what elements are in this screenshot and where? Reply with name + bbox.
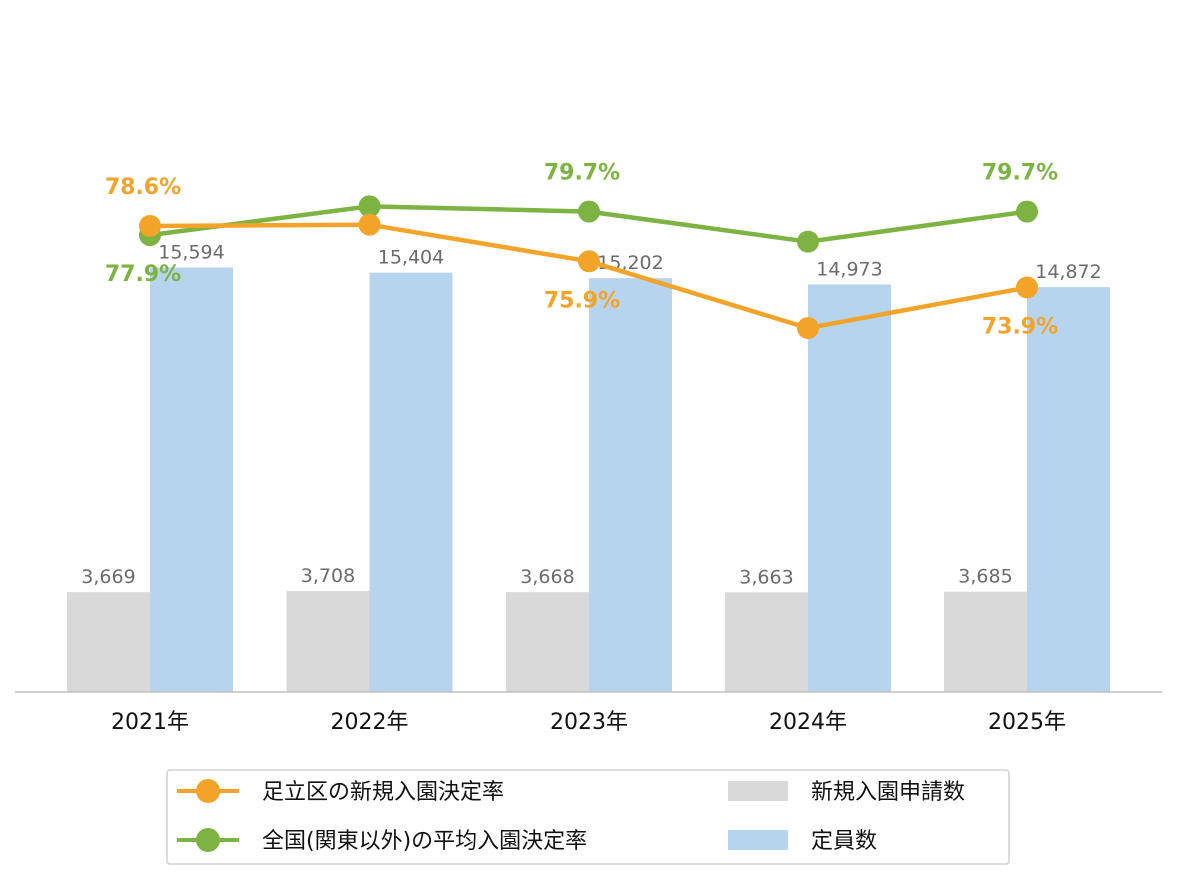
bar-label-applications-2022-: 3,708 — [301, 565, 355, 587]
lines-layer — [139, 195, 1038, 340]
bar-label-capacity-2025-: 14,872 — [1035, 261, 1101, 283]
legend-marker-national-rate — [196, 828, 220, 852]
category-label-2023-: 2023年 — [550, 710, 628, 735]
bar-applications-2021- — [67, 592, 150, 692]
legend-marker-adachi-rate — [196, 779, 220, 803]
point-national-rate-2023- — [578, 200, 600, 223]
point-national-rate-2024- — [797, 230, 819, 253]
category-labels-layer: 2021年 2022年 2023年 2024年 2025年 — [111, 710, 1066, 735]
point-national-rate-2022- — [358, 195, 381, 218]
legend-label-capacity: 定員数 — [811, 829, 877, 854]
rate-label-national-rate-2021-: 77.9% — [105, 262, 181, 287]
bar-capacity-2025- — [1027, 287, 1110, 692]
rate-labels-layer: 78.6% 75.9% 73.9% 77.9% 79.7% 79.7% — [105, 161, 1058, 340]
category-label-2022-: 2022年 — [331, 710, 409, 735]
bar-applications-2024- — [725, 592, 808, 692]
legend: 足立区の新規入園決定率 全国(関東以外)の平均入園決定率 新規入園申請数 定員数 — [166, 769, 1010, 865]
legend-swatch-capacity — [728, 830, 788, 850]
category-label-2025-: 2025年 — [988, 710, 1066, 735]
rate-label-national-rate-2023-: 79.7% — [544, 161, 620, 186]
rate-label-adachi-rate-2025-: 73.9% — [982, 314, 1058, 339]
bar-label-capacity-2022-: 15,404 — [378, 247, 444, 269]
point-adachi-rate-2023- — [578, 250, 600, 273]
rate-label-national-rate-2025-: 79.7% — [982, 161, 1058, 186]
legend-swatch-applications — [728, 781, 788, 801]
bar-applications-2025- — [944, 591, 1027, 692]
point-national-rate-2025- — [1016, 200, 1038, 223]
bar-applications-2023- — [506, 592, 589, 692]
rate-label-adachi-rate-2021-: 78.6% — [105, 175, 181, 200]
bar-label-capacity-2024-: 14,973 — [816, 258, 882, 280]
rate-label-adachi-rate-2023-: 75.9% — [544, 288, 620, 313]
bar-label-applications-2025-: 3,685 — [958, 566, 1012, 588]
point-adachi-rate-2025- — [1016, 276, 1038, 299]
bar-label-capacity-2021-: 15,594 — [158, 241, 224, 263]
bar-applications-2022- — [286, 591, 370, 692]
bar-label-applications-2024-: 3,663 — [739, 566, 793, 588]
legend-label-applications: 新規入園申請数 — [811, 780, 965, 805]
legend-label-national-rate: 全国(関東以外)の平均入園決定率 — [262, 829, 587, 854]
category-label-2021-: 2021年 — [111, 710, 189, 735]
category-label-2024-: 2024年 — [769, 710, 847, 735]
point-adachi-rate-2021- — [139, 214, 161, 237]
bar-capacity-2024- — [808, 284, 891, 692]
legend-label-adachi-rate: 足立区の新規入園決定率 — [262, 780, 504, 805]
bar-capacity-2022- — [369, 272, 453, 692]
bar-label-capacity-2023-: 15,202 — [597, 252, 663, 274]
legend-box — [166, 769, 1010, 865]
bar-capacity-2023- — [589, 278, 672, 692]
bar-label-applications-2021-: 3,669 — [81, 566, 135, 588]
point-adachi-rate-2024- — [797, 317, 819, 340]
bar-label-applications-2023-: 3,668 — [520, 566, 574, 588]
point-adachi-rate-2022- — [358, 213, 381, 236]
bars-layer — [67, 267, 1110, 692]
bar-capacity-2021- — [150, 267, 233, 692]
